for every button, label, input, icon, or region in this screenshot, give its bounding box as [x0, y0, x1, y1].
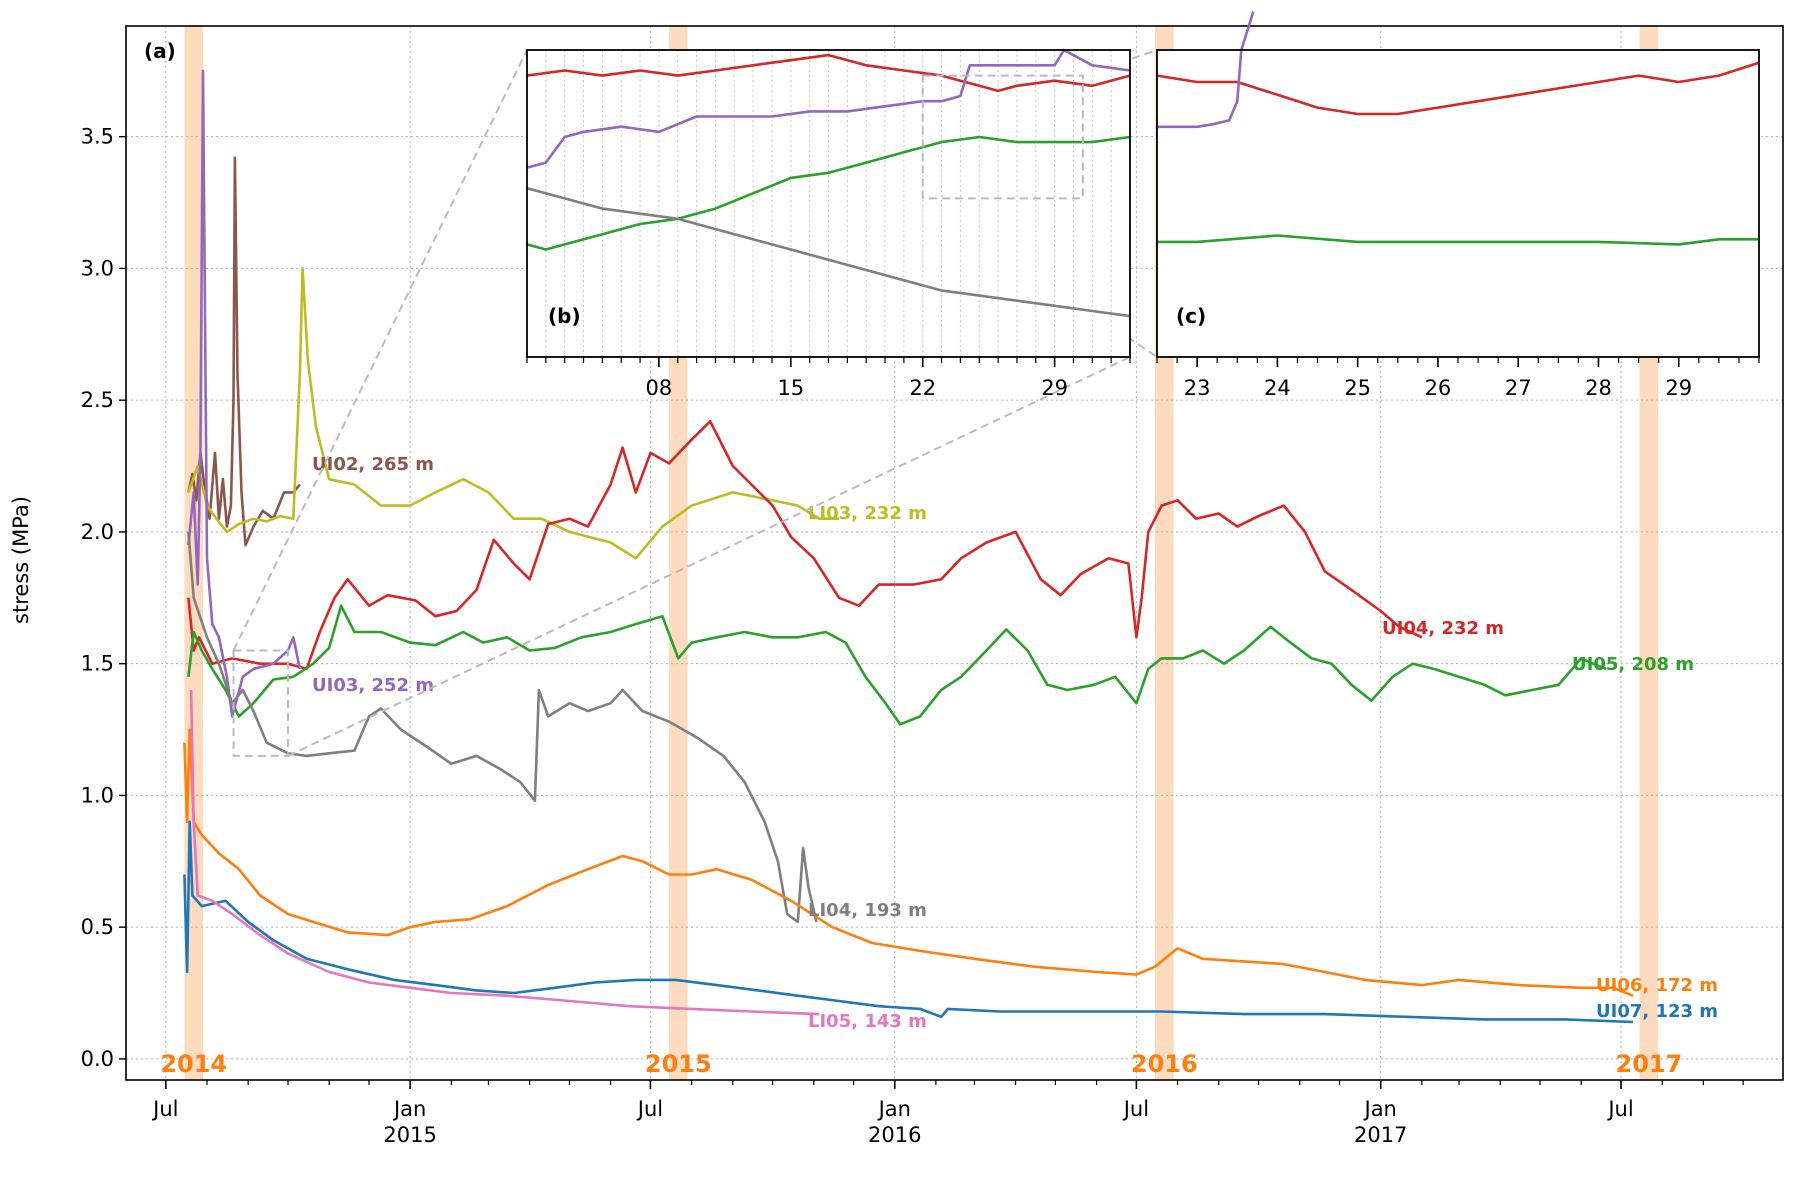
x-tick-label: Jan [877, 1097, 911, 1121]
series-line-li04 [187, 531, 818, 924]
main-axes-frame [125, 25, 1784, 1081]
inset-b-line-li04 [526, 186, 1131, 318]
main-series-lines [183, 69, 1634, 1024]
x-tick-label: Jul [151, 1097, 178, 1121]
season-year-label: 2017 [1616, 1050, 1683, 1078]
inset-b-tick-label: 22 [909, 376, 936, 400]
series-label: LI05, 143 m [808, 1011, 927, 1032]
panel-a-label: (a) [144, 39, 176, 63]
y-axis-label: stress (MPa) [9, 496, 33, 624]
season-year-labels: 2014 2015 2016 2017 [160, 1050, 1682, 1078]
x-tick-label-year: 2017 [1354, 1123, 1407, 1147]
series-label: UI05, 208 m [1572, 654, 1694, 675]
melt-season-band [184, 26, 204, 1080]
y-tick-label: 1.0 [81, 783, 114, 807]
series-line-ui02 [187, 156, 301, 547]
inset-b-tick-label: 15 [777, 376, 804, 400]
inset-c-tick-label: 25 [1344, 376, 1371, 400]
connector-line [232, 49, 528, 651]
inset-c-tick-label: 29 [1665, 376, 1692, 400]
inset-b-axes: 08 15 22 29 [526, 49, 1131, 400]
zoom-box-b [232, 649, 289, 757]
inset-c-tick-label: 27 [1505, 376, 1532, 400]
zoom-rectangle [232, 649, 289, 757]
inset-c-axes: 23 24 25 26 27 28 29 [1156, 49, 1760, 400]
series-label: UI03, 252 m [312, 675, 434, 696]
x-tick-label: Jan [1363, 1097, 1397, 1121]
series-label: UI02, 265 m [312, 454, 434, 475]
inset-b-line-ui05 [526, 135, 1131, 251]
series-line-ui07 [183, 820, 1634, 1024]
panel-b-label: (b) [548, 304, 581, 328]
inset-c-tick-label: 28 [1585, 376, 1612, 400]
series-label: UI04, 232 m [1382, 618, 1504, 639]
series-label: UI06, 172 m [1596, 975, 1718, 996]
inset-b-tick-label: 29 [1041, 376, 1068, 400]
inset-c-panel: 23 24 25 26 27 28 29 (c) [1156, 11, 1760, 400]
x-tick-label: Jul [1606, 1097, 1633, 1121]
panel-c-label: (c) [1176, 304, 1206, 328]
inset-c-tick-label: 26 [1425, 376, 1452, 400]
series-line-ui06 [183, 728, 1634, 997]
series-label: LI04, 193 m [808, 900, 927, 921]
series-line-ui04 [187, 419, 1423, 671]
inset-b-tick-label: 08 [646, 376, 673, 400]
series-line-li05 [189, 689, 820, 1016]
season-year-label: 2014 [160, 1050, 227, 1078]
series-line-li03 [187, 267, 839, 560]
x-tick-label: Jul [636, 1097, 663, 1121]
series-label: LI03, 232 m [808, 503, 927, 524]
x-tick-label-year: 2016 [868, 1123, 921, 1147]
series-label: UI07, 123 m [1596, 1001, 1718, 1022]
zoom-rectangle-c [921, 74, 1084, 200]
inset-b-grid [545, 50, 1112, 357]
inset-c-tick-label: 24 [1264, 376, 1291, 400]
series-labels: UI02, 265 m LI03, 232 m UI04, 232 m UI05, 2… [312, 454, 1718, 1032]
inset-b-series-lines [526, 48, 1131, 318]
zoom-box-c [921, 74, 1084, 200]
y-tick-label: 0.5 [81, 915, 114, 939]
inset-c-tick-label: 23 [1184, 376, 1211, 400]
inset-b-line-ui04 [526, 53, 1131, 93]
x-tick-label: Jan [392, 1097, 426, 1121]
series-line-ui03 [187, 69, 302, 718]
inset-c-line-ui04 [1156, 61, 1760, 116]
y-tick-label: 2.5 [81, 388, 114, 412]
y-tick-label: 3.5 [81, 125, 114, 149]
inset-c-line-ui05 [1157, 234, 1759, 246]
x-tick-label: Jul [1122, 1097, 1149, 1121]
y-tick-label: 1.5 [81, 652, 114, 676]
season-year-label: 2015 [645, 1050, 712, 1078]
x-tick-label-year: 2015 [383, 1123, 436, 1147]
inset-b-line-ui03 [526, 48, 1131, 169]
y-tick-label: 0.0 [81, 1047, 114, 1071]
series-line-ui05 [187, 604, 1607, 726]
inset-b-panel: 08 15 22 29 (b) [526, 48, 1131, 400]
y-tick-label: 2.0 [81, 520, 114, 544]
season-year-label: 2016 [1131, 1050, 1198, 1078]
y-tick-label: 3.0 [81, 256, 114, 280]
